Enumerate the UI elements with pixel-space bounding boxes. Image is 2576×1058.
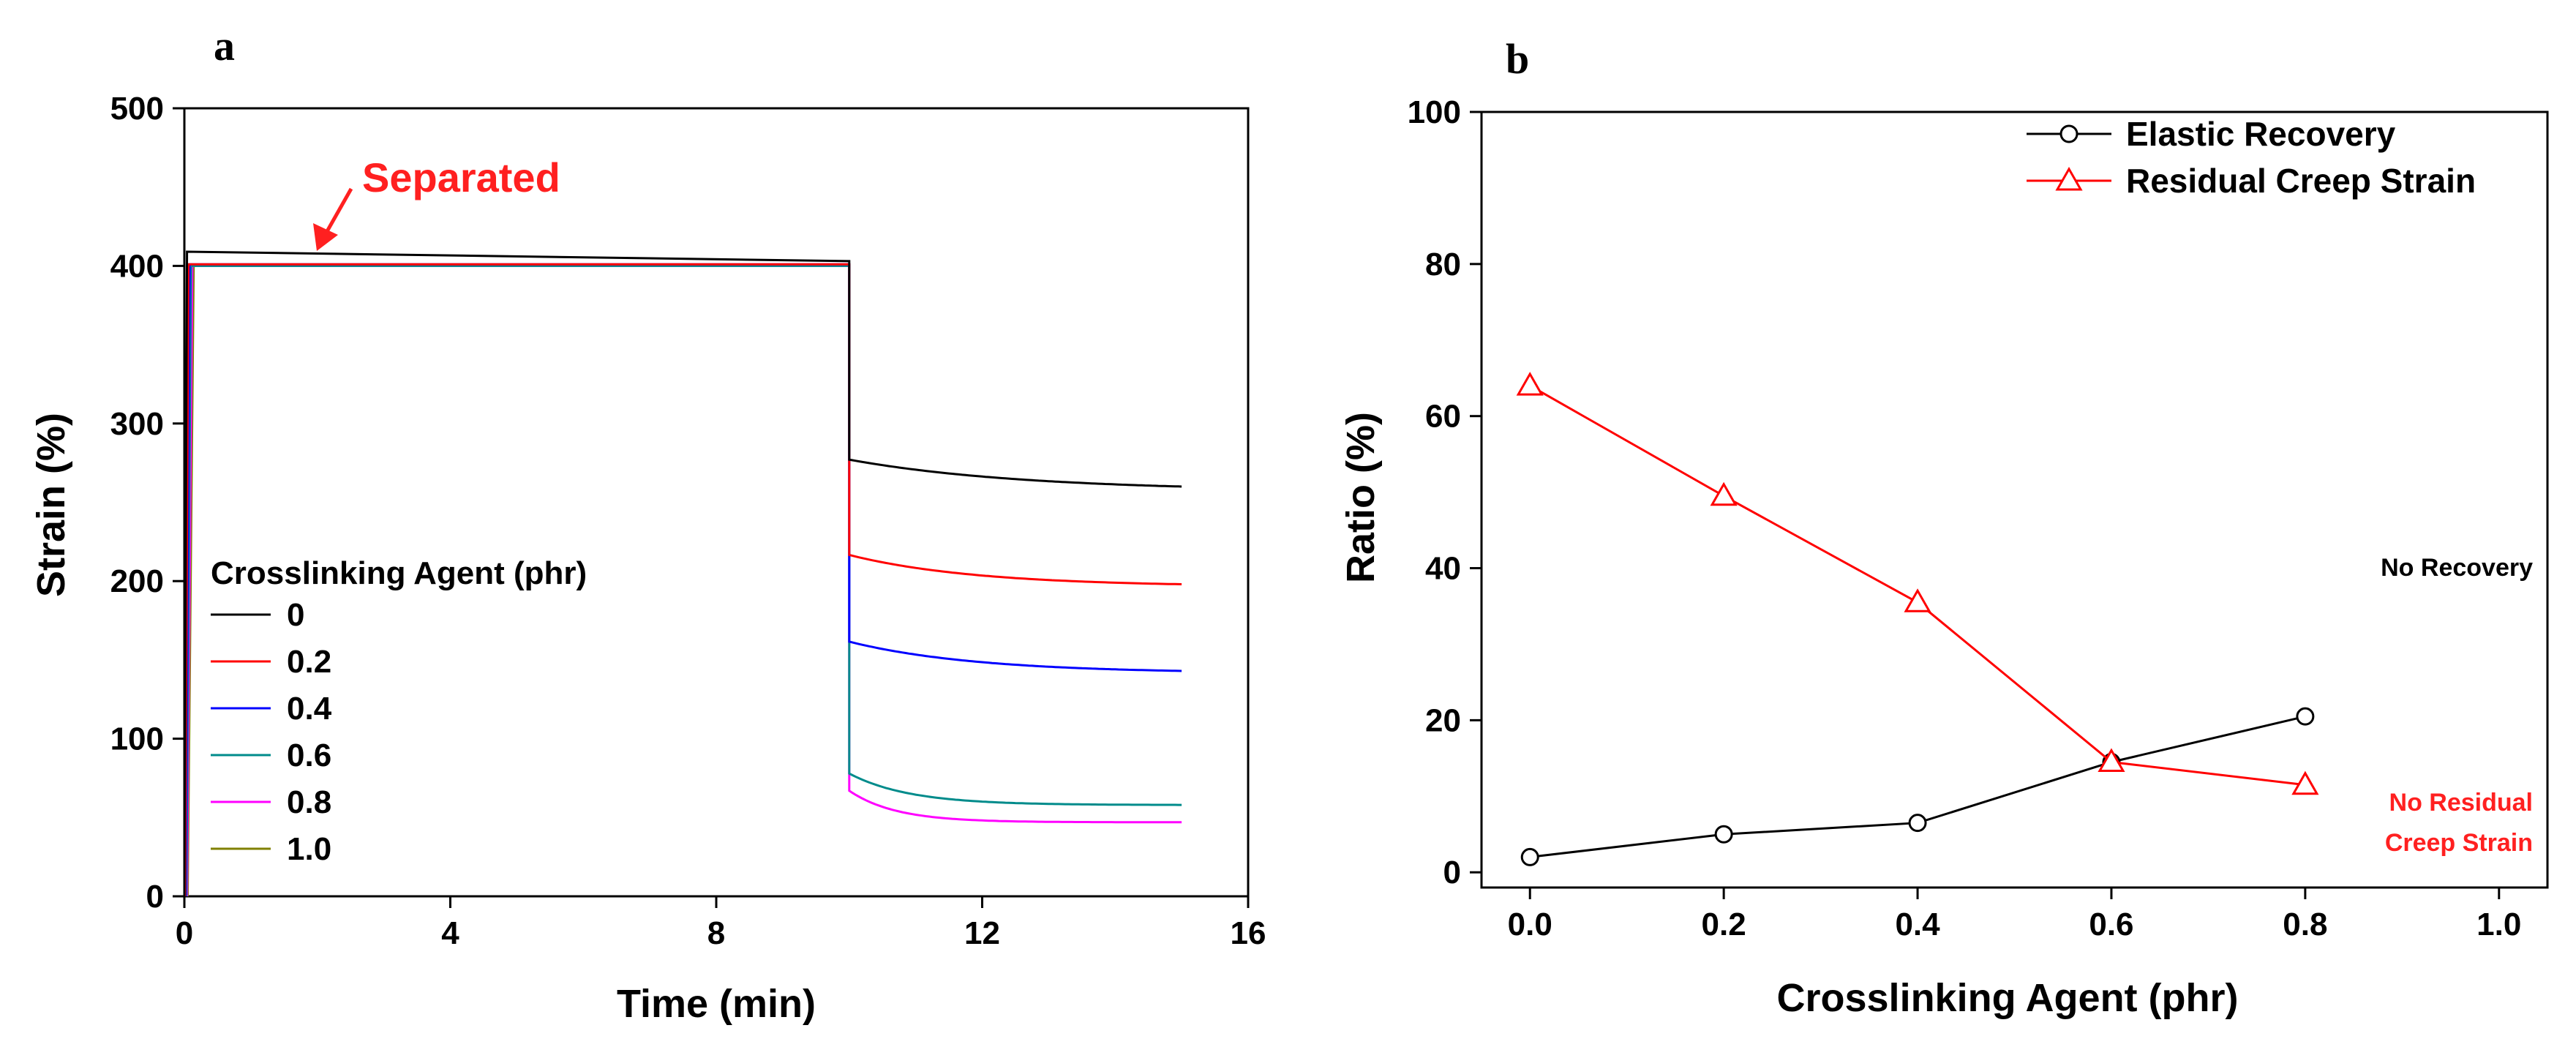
no-residual-annotation: No Residual xyxy=(2389,789,2533,817)
panel-a-label: a xyxy=(214,22,235,70)
legend-label: Residual Creep Strain xyxy=(2126,162,2476,200)
panel-b-x-axis-title: Crosslinking Agent (phr) xyxy=(1777,976,2239,1020)
legend-label-1.0: 1.0 xyxy=(287,831,331,867)
no-recovery-annotation: No Recovery xyxy=(2381,554,2533,582)
data-point xyxy=(2059,124,2079,143)
panel-a-chart: 0 4 8 12 16 0 100 200 300 400 500 Time (min) Strai… xyxy=(29,91,1266,1026)
x-tick-label: 16 xyxy=(1231,915,1266,951)
y-tick-label: 500 xyxy=(110,91,164,127)
x-tick-label: 8 xyxy=(707,915,725,951)
y-tick-label: 200 xyxy=(110,563,164,599)
y-tick-label: 400 xyxy=(110,248,164,284)
separated-annotation: Separated xyxy=(313,154,560,251)
separated-annotation-text: Separated xyxy=(362,154,560,200)
series-elastic-recovery xyxy=(1520,707,2315,866)
panel-a-x-axis-title: Time (min) xyxy=(617,982,816,1026)
legend-label-0: 0 xyxy=(287,597,304,633)
x-tick-label: 0.8 xyxy=(2283,907,2327,942)
panel-a-legend-title: Crosslinking Agent (phr) xyxy=(211,555,587,591)
legend-label-0.6: 0.6 xyxy=(287,738,331,773)
data-point xyxy=(2098,748,2125,773)
panel-a-y-axis-title: Strain (%) xyxy=(29,413,73,597)
series-line xyxy=(1529,384,2306,787)
series-residual-creep-strain xyxy=(1516,372,2319,795)
x-tick-label: 0.2 xyxy=(1702,907,1746,942)
data-point xyxy=(2055,166,2083,191)
series-line-0 xyxy=(183,250,1182,897)
y-tick-label: 40 xyxy=(1425,551,1461,587)
x-tick-label: 12 xyxy=(964,915,1000,951)
y-tick-label: 100 xyxy=(110,721,164,757)
x-tick-label: 0.6 xyxy=(2089,907,2133,942)
data-point xyxy=(1714,825,1733,844)
panel-b-plot-frame xyxy=(1480,110,2549,889)
y-tick-label: 0 xyxy=(146,879,164,915)
y-tick-label: 0 xyxy=(1443,855,1461,890)
legend-label-0.4: 0.4 xyxy=(287,691,332,727)
panel-b-chart: 0.0 0.2 0.4 0.6 0.8 1.0 0 20 40 60 80 100 Crosslink… xyxy=(1339,94,2549,1020)
data-point xyxy=(2296,707,2315,726)
data-point xyxy=(1904,588,1931,612)
separated-arrow-shaft xyxy=(324,187,353,234)
data-point xyxy=(1908,814,1927,833)
data-point xyxy=(1710,481,1738,506)
separated-arrow-head xyxy=(313,223,338,251)
x-tick-label: 4 xyxy=(441,915,459,951)
x-tick-label: 0.0 xyxy=(1508,907,1552,942)
y-tick-label: 80 xyxy=(1425,247,1461,282)
series-line xyxy=(1530,715,2306,858)
y-tick-label: 20 xyxy=(1425,702,1461,738)
y-tick-label: 60 xyxy=(1425,399,1461,435)
x-tick-label: 1.0 xyxy=(2477,907,2521,942)
y-tick-label: 100 xyxy=(1408,94,1461,130)
x-tick-label: 0 xyxy=(176,915,193,951)
panel-a-plot-frame xyxy=(183,107,1250,898)
creep-strain-annotation: Creep Strain xyxy=(2385,829,2533,857)
panel-b-label: b xyxy=(1506,35,1529,83)
data-point xyxy=(2291,770,2319,795)
data-point xyxy=(1516,372,1544,396)
series-line-0.8 xyxy=(186,264,1182,897)
data-point xyxy=(1520,847,1539,866)
legend-label-0.8: 0.8 xyxy=(287,784,331,820)
legend-label-0.2: 0.2 xyxy=(287,644,331,680)
legend-label: Elastic Recovery xyxy=(2126,115,2396,153)
panel-b-y-axis-title: Ratio (%) xyxy=(1339,412,1383,583)
y-tick-label: 300 xyxy=(110,406,164,442)
series-line-0.6 xyxy=(185,264,1182,897)
series-line-0.2 xyxy=(184,263,1182,897)
series-line-0.4 xyxy=(184,263,1182,897)
x-tick-label: 0.4 xyxy=(1895,907,1940,942)
